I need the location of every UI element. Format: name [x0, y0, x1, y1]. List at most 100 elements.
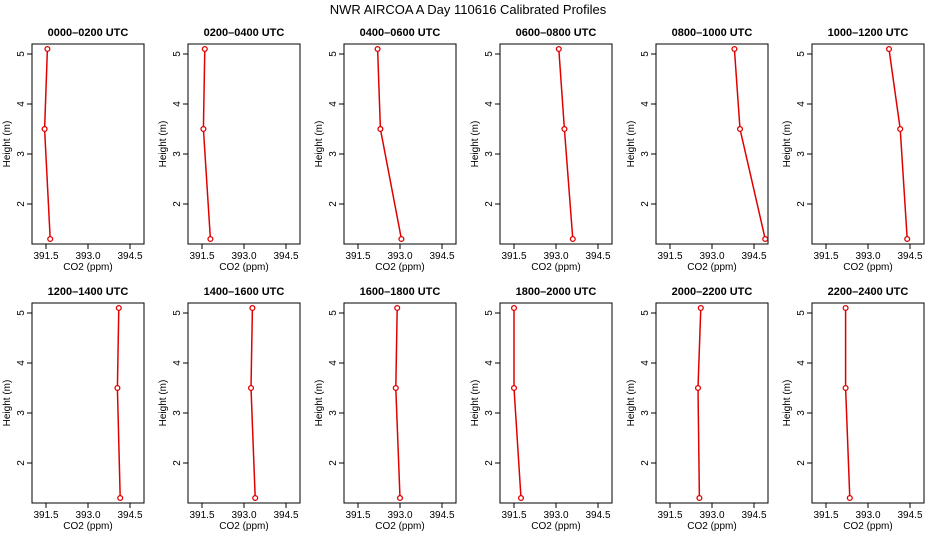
- plot-frame: [655, 43, 769, 245]
- y-tick-label: 3: [640, 410, 651, 416]
- data-point: [510, 384, 518, 392]
- chart-panel: 2000–2200 UTC 391.5 393.0 394.5 2 3 4 5 CO2 (ppm…: [626, 286, 769, 532]
- chart-panel: 1000–1200 UTC 391.5 393.0 394.5 2 3 4 5 CO2 (ppm…: [782, 27, 925, 273]
- profile-line: [116, 307, 121, 499]
- profile-line: [844, 308, 851, 499]
- y-tick-label: 5: [172, 51, 183, 57]
- y-axis-label: Height (m): [2, 380, 13, 427]
- data-point: [694, 384, 702, 392]
- panel-title: 0200–0400 UTC: [204, 27, 285, 39]
- x-axis-label: CO2 (ppm): [531, 521, 580, 532]
- x-axis-label: CO2 (ppm): [531, 262, 580, 273]
- x-tick-label: 391.5: [657, 510, 682, 521]
- chart-panel: 0800–1000 UTC 391.5 393.0 394.5 2 3 4 5 CO2 (ppm…: [626, 27, 769, 273]
- y-tick-label: 2: [484, 201, 495, 207]
- x-tick-label: 391.5: [657, 251, 682, 262]
- y-tick-label: 3: [484, 151, 495, 157]
- y-tick-label: 5: [796, 51, 807, 57]
- plot-frame: [343, 302, 457, 504]
- data-point: [842, 384, 849, 392]
- data-point: [904, 235, 911, 243]
- plot-frame: [811, 302, 925, 504]
- y-tick-label: 3: [640, 151, 651, 157]
- data-point: [561, 125, 568, 133]
- x-tick-label: 393.0: [231, 251, 256, 262]
- data-point: [846, 494, 853, 502]
- x-axis-label: CO2 (ppm): [375, 262, 424, 273]
- y-tick-label: 3: [796, 151, 807, 157]
- profile-line: [558, 48, 574, 240]
- panel-title: 1000–1200 UTC: [828, 27, 909, 39]
- x-axis-label: CO2 (ppm): [63, 262, 112, 273]
- y-axis-label: Height (m): [626, 380, 637, 427]
- x-tick-label: 394.5: [117, 510, 142, 521]
- y-tick-label: 5: [484, 310, 495, 316]
- profile-line: [888, 48, 908, 240]
- data-point: [697, 304, 704, 312]
- profile-line: [43, 48, 51, 240]
- y-tick-label: 4: [16, 360, 27, 366]
- data-point: [47, 235, 54, 243]
- panel-title: 2200–2400 UTC: [828, 286, 909, 298]
- chart-panel: 1200–1400 UTC 391.5 393.0 394.5 2 3 4 5 CO2 (ppm…: [2, 286, 145, 532]
- data-point: [117, 494, 124, 502]
- x-tick-label: 394.5: [585, 251, 610, 262]
- chart-panel: 0000–0200 UTC 391.5 393.0 394.5 2 3 4 5 CO2 (ppm…: [2, 27, 145, 273]
- data-point: [736, 125, 744, 133]
- y-tick-label: 3: [328, 410, 339, 416]
- y-axis-label: Height (m): [158, 121, 169, 168]
- x-axis-label: CO2 (ppm): [63, 521, 112, 532]
- profile-line: [697, 307, 702, 499]
- profile-line: [395, 307, 401, 499]
- y-tick-label: 5: [16, 51, 27, 57]
- y-tick-label: 3: [172, 151, 183, 157]
- x-tick-label: 393.0: [75, 251, 100, 262]
- y-tick-label: 2: [172, 201, 183, 207]
- panel-title: 1600–1800 UTC: [360, 286, 441, 298]
- profile-line: [202, 48, 212, 240]
- y-tick-label: 4: [484, 101, 495, 107]
- x-tick-label: 391.5: [501, 510, 526, 521]
- plot-frame: [343, 43, 457, 245]
- x-axis-label: CO2 (ppm): [843, 521, 892, 532]
- x-tick-label: 391.5: [189, 251, 214, 262]
- x-tick-label: 391.5: [345, 510, 370, 521]
- y-axis-label: Height (m): [314, 121, 325, 168]
- profile-line: [250, 307, 256, 499]
- panel-title: 0800–1000 UTC: [672, 27, 753, 39]
- data-point: [897, 125, 904, 133]
- x-tick-label: 393.0: [543, 251, 568, 262]
- y-tick-label: 4: [640, 101, 651, 107]
- panel-title: 0000–0200 UTC: [48, 27, 129, 39]
- y-tick-label: 5: [328, 310, 339, 316]
- data-point: [374, 45, 381, 53]
- y-axis-label: Height (m): [782, 380, 793, 427]
- x-tick-label: 394.5: [741, 251, 766, 262]
- x-tick-label: 393.0: [231, 510, 256, 521]
- data-point: [201, 45, 208, 53]
- panel-grid: 0000–0200 UTC 391.5 393.0 394.5 2 3 4 5 CO2 (ppm…: [2, 27, 925, 532]
- y-tick-label: 3: [796, 410, 807, 416]
- x-tick-label: 393.0: [387, 510, 412, 521]
- data-point: [569, 235, 576, 243]
- plot-frame: [499, 43, 613, 245]
- data-point: [555, 45, 562, 53]
- x-tick-label: 394.5: [741, 510, 766, 521]
- panel-title: 1400–1600 UTC: [204, 286, 285, 298]
- data-point: [398, 235, 405, 243]
- profile-line: [513, 308, 522, 499]
- panel-title: 2000–2200 UTC: [672, 286, 753, 298]
- data-point: [696, 494, 703, 502]
- y-tick-label: 3: [172, 410, 183, 416]
- data-point: [394, 304, 401, 312]
- x-tick-label: 393.0: [699, 251, 724, 262]
- y-tick-label: 4: [640, 360, 651, 366]
- data-point: [517, 494, 525, 502]
- data-point: [762, 235, 769, 243]
- x-tick-label: 393.0: [855, 251, 880, 262]
- y-axis-label: Height (m): [2, 121, 13, 168]
- data-point: [41, 125, 48, 133]
- data-point: [207, 235, 214, 243]
- x-tick-label: 393.0: [855, 510, 880, 521]
- plot-frame: [31, 302, 145, 504]
